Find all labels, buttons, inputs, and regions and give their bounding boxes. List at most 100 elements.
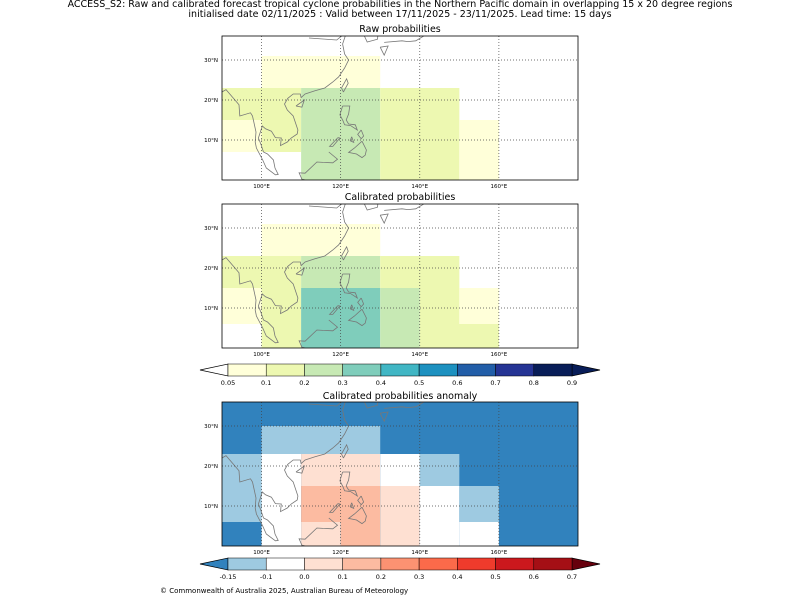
probability-cell [380, 256, 460, 288]
colorbar-tick-label: 0.2 [376, 573, 386, 581]
x-tick-label: 140°E [411, 550, 428, 556]
colorbar-tick-label: 0.05 [221, 379, 235, 387]
probability-cell [261, 120, 302, 152]
probability-cell [301, 454, 381, 486]
coastline [341, 77, 349, 93]
colorbar-segment [265, 363, 305, 377]
colorbar-segment [342, 557, 382, 571]
coastline [339, 273, 359, 300]
colorbar-segment [418, 557, 458, 571]
coastline [363, 402, 379, 409]
colorbar-segment [342, 363, 382, 377]
coastline [328, 503, 341, 513]
colorbar-tick-label: -0.1 [260, 573, 273, 581]
colorbar-segment [495, 557, 535, 571]
x-tick-label: 160°E [491, 352, 508, 358]
coastline [222, 36, 350, 176]
copyright-footer: © Commonwealth of Australia 2025, Austra… [160, 587, 409, 595]
probability-cell [301, 88, 381, 120]
colorbar-anomaly: -0.15 -0.1 0.0 0.1 0.2 0.3 0.4 0.5 0.6 0.7 [199, 557, 601, 581]
coastline [328, 305, 341, 315]
colorbar-tick-label: -0.15 [220, 573, 237, 581]
probability-cell [380, 486, 420, 522]
probability-cell [419, 454, 460, 486]
probability-cell [459, 486, 499, 522]
y-tick-label: 20°N [204, 98, 218, 104]
map-frame [221, 203, 579, 349]
colorbar-over-extension [571, 557, 601, 571]
colorbar-segment [533, 557, 573, 571]
colorbar-tick-label: 0.7 [567, 573, 577, 581]
x-tick-label: 140°E [411, 352, 428, 358]
probability-cell [419, 522, 460, 546]
coastlines [222, 204, 424, 348]
figure-title: ACCESS_S2: Raw and calibrated forecast t… [67, 0, 733, 10]
colorbar-tick-label: 0.4 [376, 379, 386, 387]
probability-cell [459, 288, 499, 324]
map-panel-2: 100°E 120°E 140°E 160°E 10°N 20°N 30°N [204, 203, 579, 358]
coastline [379, 45, 389, 57]
coastline [298, 151, 339, 180]
probability-cell [419, 324, 499, 348]
colorbar-segment [418, 363, 458, 377]
probability-cell [459, 120, 499, 152]
colorbar-under-extension [199, 363, 229, 377]
probability-cell [301, 256, 381, 288]
y-tick-label: 30°N [204, 226, 218, 232]
map-frame [221, 35, 579, 181]
x-tick-label: 120°E [332, 352, 349, 358]
probability-cell [419, 486, 460, 522]
colorbar-tick-label: 0.1 [337, 573, 347, 581]
panel-title-anomaly: Calibrated probabilities anomaly [322, 391, 478, 402]
colorbar-segment [304, 557, 343, 571]
probability-cell [340, 522, 381, 546]
probability-cell [261, 454, 302, 486]
coastline [347, 506, 367, 525]
coastline [295, 98, 306, 108]
probability-cell [380, 454, 420, 486]
colorbar-segment [495, 363, 535, 377]
x-tick-label: 100°E [253, 550, 270, 556]
map-panel-3: 100°E 120°E 140°E 160°E 10°N 20°N 30°N [204, 401, 579, 556]
colorbar-tick-label: 0.5 [414, 379, 424, 387]
map-frame [221, 401, 579, 547]
colorbar-tick-label: 0.6 [452, 379, 462, 387]
coastline [222, 402, 350, 542]
panel-title-raw: Raw probabilities [359, 24, 441, 35]
y-tick-label: 20°N [204, 266, 218, 272]
probability-cell [380, 288, 420, 324]
coastline [379, 411, 389, 423]
probability-cell [380, 522, 420, 546]
x-tick-label: 120°E [332, 184, 349, 190]
x-tick-label: 100°E [253, 352, 270, 358]
coastline [347, 308, 367, 327]
y-tick-label: 30°N [204, 58, 218, 64]
coastline [222, 204, 350, 344]
coastline [298, 319, 339, 348]
x-tick-label: 100°E [253, 184, 270, 190]
probability-cell [222, 120, 262, 152]
coastline [357, 495, 365, 506]
coastline [341, 245, 349, 261]
probability-cell [459, 152, 499, 180]
colorbar-segment [227, 363, 267, 377]
colorbar-tick-label: 0.7 [490, 379, 500, 387]
probability-cell [222, 88, 302, 120]
probability-cell [261, 522, 302, 546]
coastline [357, 129, 365, 140]
x-tick-label: 140°E [411, 184, 428, 190]
colorbar-segment [304, 363, 343, 377]
colorbar-tick-label: 0.6 [529, 573, 539, 581]
coastline [298, 517, 339, 546]
colorbar-tick-label: 0.4 [452, 573, 462, 581]
probability-cell [261, 224, 381, 256]
probability-cell [261, 426, 381, 454]
x-tick-label: 160°E [491, 184, 508, 190]
probability-cell [380, 88, 460, 120]
coastline [363, 36, 379, 43]
probability-cell [380, 324, 420, 348]
y-tick-label: 10°N [204, 138, 218, 144]
colorbar-tick-label: 0.8 [529, 379, 539, 387]
map-panel-1: 100°E 120°E 140°E 160°E 10°N 20°N 30°N [204, 35, 579, 190]
